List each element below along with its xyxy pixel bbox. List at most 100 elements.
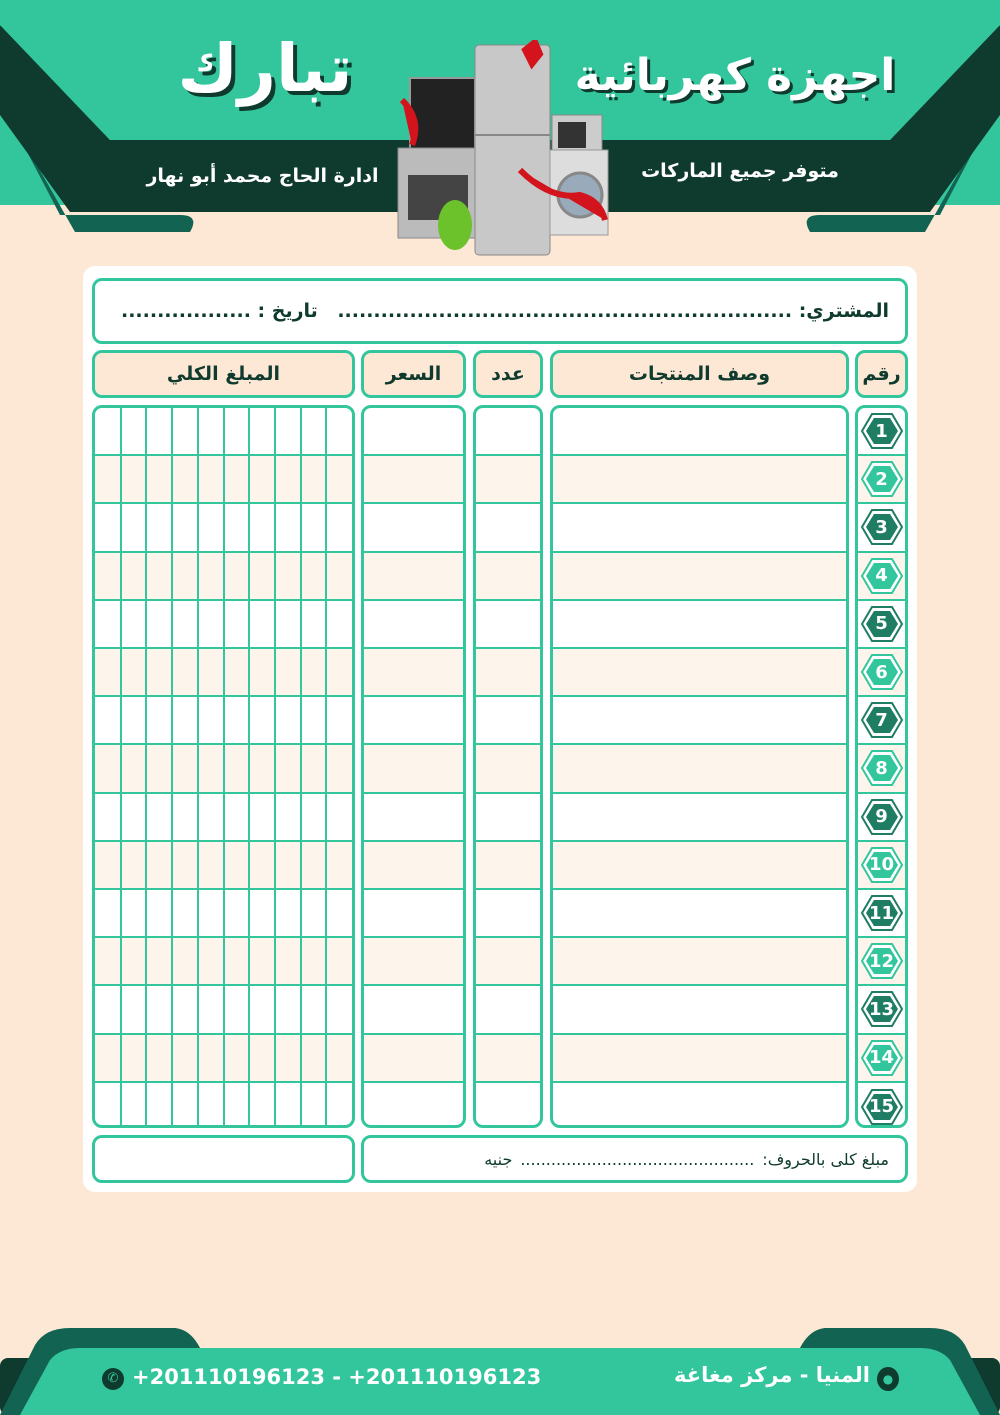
brand-name: تبارك <box>177 30 353 107</box>
table-row-price[interactable] <box>364 552 463 601</box>
table-row-desc[interactable] <box>553 890 846 939</box>
buyer-field[interactable]: المشتري: ...............................… <box>337 300 889 322</box>
digit-divider <box>299 408 302 1125</box>
words-label: مبلغ كلى بالحروف: <box>762 1149 889 1169</box>
words-dots: ........................................… <box>520 1149 755 1169</box>
header-description: وصف المنتجات <box>550 350 849 398</box>
table-row-qty[interactable] <box>476 745 540 794</box>
table-row-desc[interactable] <box>553 1034 846 1083</box>
table-row-qty[interactable] <box>476 649 540 698</box>
column-total <box>92 405 355 1128</box>
table-row-desc[interactable] <box>553 697 846 746</box>
table-row-desc[interactable] <box>553 745 846 794</box>
row-number-badge: 3 <box>860 508 903 546</box>
table-row-num: 9 <box>858 794 905 842</box>
table-row-num: 14 <box>858 1034 905 1083</box>
table-row-desc[interactable] <box>553 649 846 698</box>
table-row-desc[interactable] <box>553 456 846 505</box>
table-row-qty[interactable] <box>476 938 540 987</box>
table-row-num: 4 <box>858 552 905 601</box>
table-row-num: 10 <box>858 841 905 890</box>
table-row-qty[interactable] <box>476 890 540 939</box>
table-row-price[interactable] <box>364 794 463 842</box>
row-number: 5 <box>875 613 888 635</box>
date-dots: .................. <box>121 300 251 322</box>
tagline: متوفر جميع الماركات <box>641 160 839 182</box>
table-row-price[interactable] <box>364 408 463 457</box>
table-row-qty[interactable] <box>476 456 540 505</box>
footer-background <box>0 1328 1000 1415</box>
table-row-num: 3 <box>858 504 905 553</box>
table-row-desc[interactable] <box>553 938 846 987</box>
table-row-qty[interactable] <box>476 841 540 890</box>
table-row-desc[interactable] <box>553 986 846 1035</box>
row-number: 4 <box>875 565 888 587</box>
table-row-qty[interactable] <box>476 1083 540 1125</box>
digit-divider <box>196 408 199 1125</box>
table-row-price[interactable] <box>364 504 463 553</box>
digit-divider <box>119 408 122 1125</box>
row-number: 13 <box>868 998 895 1020</box>
table-row-qty[interactable] <box>476 986 540 1035</box>
table-row-desc[interactable] <box>553 1083 846 1125</box>
table-row-price[interactable] <box>364 890 463 939</box>
table-row-qty[interactable] <box>476 552 540 601</box>
table-row-num: 6 <box>858 649 905 698</box>
phone-icon: ✆ <box>102 1368 124 1390</box>
date-field[interactable]: تاريخ : .................. <box>121 300 318 322</box>
column-description <box>550 405 849 1128</box>
digit-divider <box>222 408 225 1125</box>
table-row-qty[interactable] <box>476 1034 540 1083</box>
table-row-desc[interactable] <box>553 601 846 649</box>
row-number: 12 <box>868 950 895 972</box>
table-row-num: 12 <box>858 938 905 987</box>
table-row-price[interactable] <box>364 456 463 505</box>
table-row-qty[interactable] <box>476 601 540 649</box>
grand-total-field[interactable] <box>92 1135 355 1183</box>
amount-in-words-box[interactable]: مبلغ كلى بالحروف: ......................… <box>361 1135 908 1183</box>
address: المنيا - مركز مغاغة <box>673 1363 870 1387</box>
store-title: اجهزة كهربائية <box>574 50 896 101</box>
table-row-num: 13 <box>858 986 905 1035</box>
table-row-qty[interactable] <box>476 697 540 746</box>
table-row-price[interactable] <box>364 745 463 794</box>
table-row-desc[interactable] <box>553 794 846 842</box>
table-row-num: 11 <box>858 890 905 939</box>
table-row-qty[interactable] <box>476 794 540 842</box>
row-number-badge: 8 <box>860 749 903 787</box>
buyer-dots: ........................................… <box>337 300 793 322</box>
row-number: 1 <box>875 420 888 442</box>
table-row-desc[interactable] <box>553 841 846 890</box>
digit-divider <box>248 408 251 1125</box>
table-row-price[interactable] <box>364 649 463 698</box>
buyer-label: المشتري: <box>798 300 889 322</box>
row-number-badge: 1 <box>860 412 903 450</box>
row-number-badge: 7 <box>860 701 903 739</box>
table-row-price[interactable] <box>364 938 463 987</box>
table-row-desc[interactable] <box>553 504 846 553</box>
header-quantity: عدد <box>473 350 543 398</box>
table-row-qty[interactable] <box>476 408 540 457</box>
table-row-desc[interactable] <box>553 408 846 457</box>
table-row-price[interactable] <box>364 601 463 649</box>
date-label: تاريخ : <box>257 300 318 322</box>
table-row-desc[interactable] <box>553 552 846 601</box>
row-number: 2 <box>875 468 888 490</box>
row-number-badge: 10 <box>860 846 903 884</box>
row-number-badge: 5 <box>860 605 903 643</box>
digit-divider <box>171 408 174 1125</box>
row-number: 6 <box>875 661 888 683</box>
column-price <box>361 405 466 1128</box>
table-row-price[interactable] <box>364 841 463 890</box>
location-pin-icon: ● <box>877 1367 899 1391</box>
phone-numbers: +201110196123 - +201110196123 <box>132 1365 542 1389</box>
table-row-num: 5 <box>858 601 905 649</box>
digit-divider <box>145 408 148 1125</box>
table-row-price[interactable] <box>364 1034 463 1083</box>
table-row-qty[interactable] <box>476 504 540 553</box>
table-row-price[interactable] <box>364 1083 463 1125</box>
row-number: 14 <box>868 1047 895 1069</box>
table-row-price[interactable] <box>364 697 463 746</box>
table-row-price[interactable] <box>364 986 463 1035</box>
column-quantity <box>473 405 543 1128</box>
